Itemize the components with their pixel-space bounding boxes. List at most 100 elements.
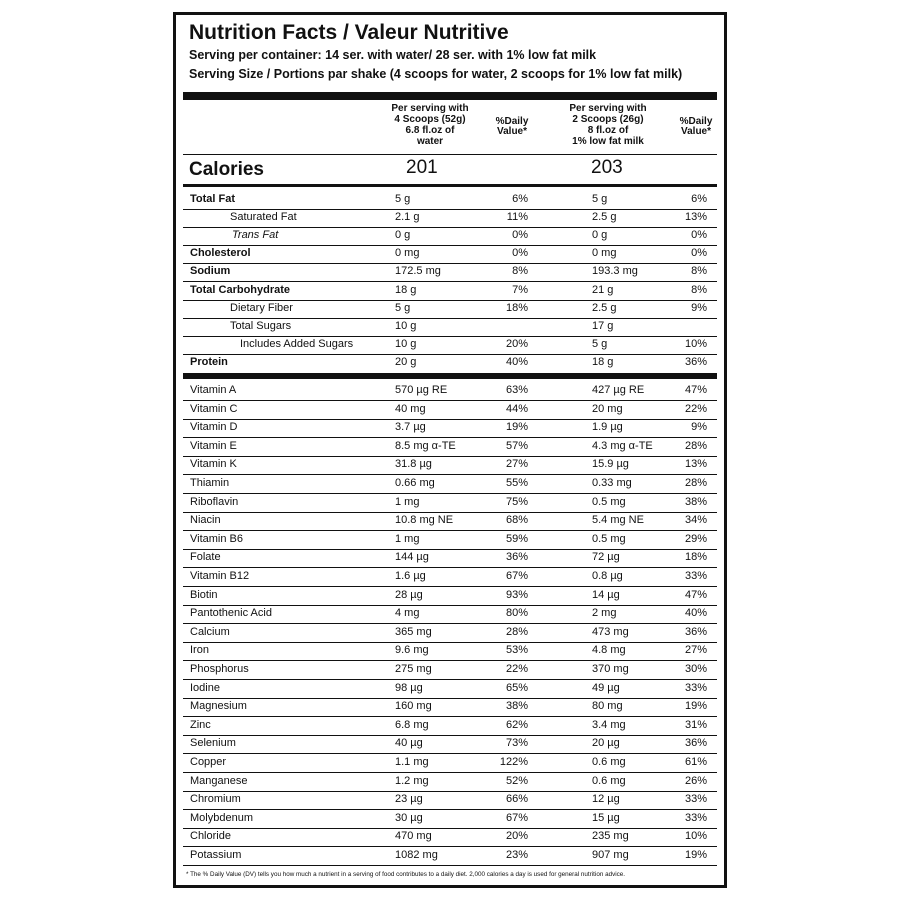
daily-value: 47% [684,588,707,601]
amount: 1.2 mg [395,774,429,787]
nutrient-name: Vitamin C [190,402,238,415]
daily-value: 13% [684,458,707,471]
amount: 275 mg [395,663,432,675]
amount: 0 mg [395,247,420,260]
daily-value: 61% [684,756,707,768]
amount: 1 mg [395,495,420,508]
amount: 2.5 g [592,211,617,224]
daily-value: 28% [684,477,707,489]
daily-value: 19% [684,700,707,713]
nutrient-name: Total Sugars [230,319,292,332]
amount: 370 mg [592,663,629,675]
daily-value: 22% [505,663,528,675]
daily-value: 52% [505,774,528,787]
amount: 5 g [395,193,411,205]
amount: 1082 mg [395,849,438,861]
serving-line: Serving per container: 14 ser. with wate… [189,48,597,62]
nutrient-name: Iron [190,644,209,657]
daily-value: 0% [691,229,707,242]
daily-value: 29% [684,532,707,545]
row-rule [183,623,717,625]
amount: 15.9 µg [592,458,629,471]
daily-value: 68% [505,514,528,527]
amount: 5 g [592,337,608,350]
nutrient-name: Vitamin B12 [190,570,250,582]
daily-value: 33% [684,811,707,824]
daily-value: 73% [505,737,528,750]
column-header: 6.8 fl.oz of [405,125,455,136]
nutrient-name: Magnesium [190,700,247,713]
amount: 0 g [592,229,608,242]
amount: 9.6 mg [395,644,429,657]
daily-value: 20% [505,337,528,350]
daily-value: 67% [505,570,528,582]
nutrient-name: Vitamin B6 [190,532,243,545]
daily-value: 8% [691,283,707,296]
amount: 144 µg [395,551,429,564]
daily-value: 33% [684,570,707,582]
amount: 4 mg [395,607,420,620]
daily-value: 9% [691,421,707,434]
row-rule [183,809,717,811]
daily-value: 9% [691,301,707,314]
daily-value: 62% [505,718,528,731]
amount: 12 µg [592,793,620,806]
daily-value: 47% [684,384,707,396]
calories-label: Calories [189,159,264,180]
amount: 10 g [395,319,417,332]
daily-value: 27% [505,458,528,471]
amount: 40 µg [395,737,423,750]
amount: 20 µg [592,737,620,750]
daily-value: 8% [691,265,707,278]
row-rule [183,474,717,476]
rule [183,154,717,155]
amount: 0.5 mg [592,532,626,545]
daily-value: 22% [684,402,707,415]
amount: 72 µg [592,551,620,564]
daily-value: 6% [691,193,707,205]
daily-value: 44% [505,402,528,415]
column-header: Value* [496,126,528,137]
daily-value: 53% [505,644,528,657]
amount: 2 mg [592,607,617,620]
daily-value: 93% [505,588,528,601]
amount: 20 mg [592,402,623,415]
daily-value: 0% [512,229,528,242]
daily-value: 122% [499,756,528,768]
title: Nutrition Facts / Valeur Nutritive [189,21,509,44]
daily-value: 59% [505,532,528,545]
daily-value: 10% [684,830,707,843]
amount: 0.33 mg [592,477,632,489]
daily-value: 6% [512,193,528,205]
amount: 28 µg [395,588,423,601]
nutrient-name: Selenium [190,737,236,750]
amount: 6.8 mg [395,718,429,731]
nutrient-name: Sodium [190,265,231,278]
nutrient-name: Molybdenum [190,811,253,824]
row-rule [183,317,717,319]
amount: 98 µg [395,681,423,694]
row-rule [183,493,717,494]
nutrient-name: Total Fat [190,193,236,205]
amount: 0 g [395,229,411,242]
row-rule [183,437,717,439]
daily-value: 36% [684,737,707,750]
amount: 1.6 µg [395,570,426,582]
nutrient-name: Total Carbohydrate [190,283,291,296]
row-rule [183,604,717,606]
nutrient-name: Manganese [190,774,248,787]
row-rule [183,734,717,736]
nutrient-name: Thiamin [190,477,230,489]
daily-value: 57% [505,439,528,452]
column-header: %Daily [679,116,713,127]
amount: 17 g [592,319,614,332]
column-header: 1% low fat milk [572,136,644,147]
daily-value: 26% [684,774,707,787]
daily-value: 28% [684,439,707,452]
amount: 0 mg [592,247,617,260]
amount: 1 mg [395,532,420,545]
row-rule [183,772,717,773]
row-rule [183,263,717,265]
amount: 4.3 mg α-TE [592,439,653,452]
amount: 0.6 mg [592,774,626,787]
